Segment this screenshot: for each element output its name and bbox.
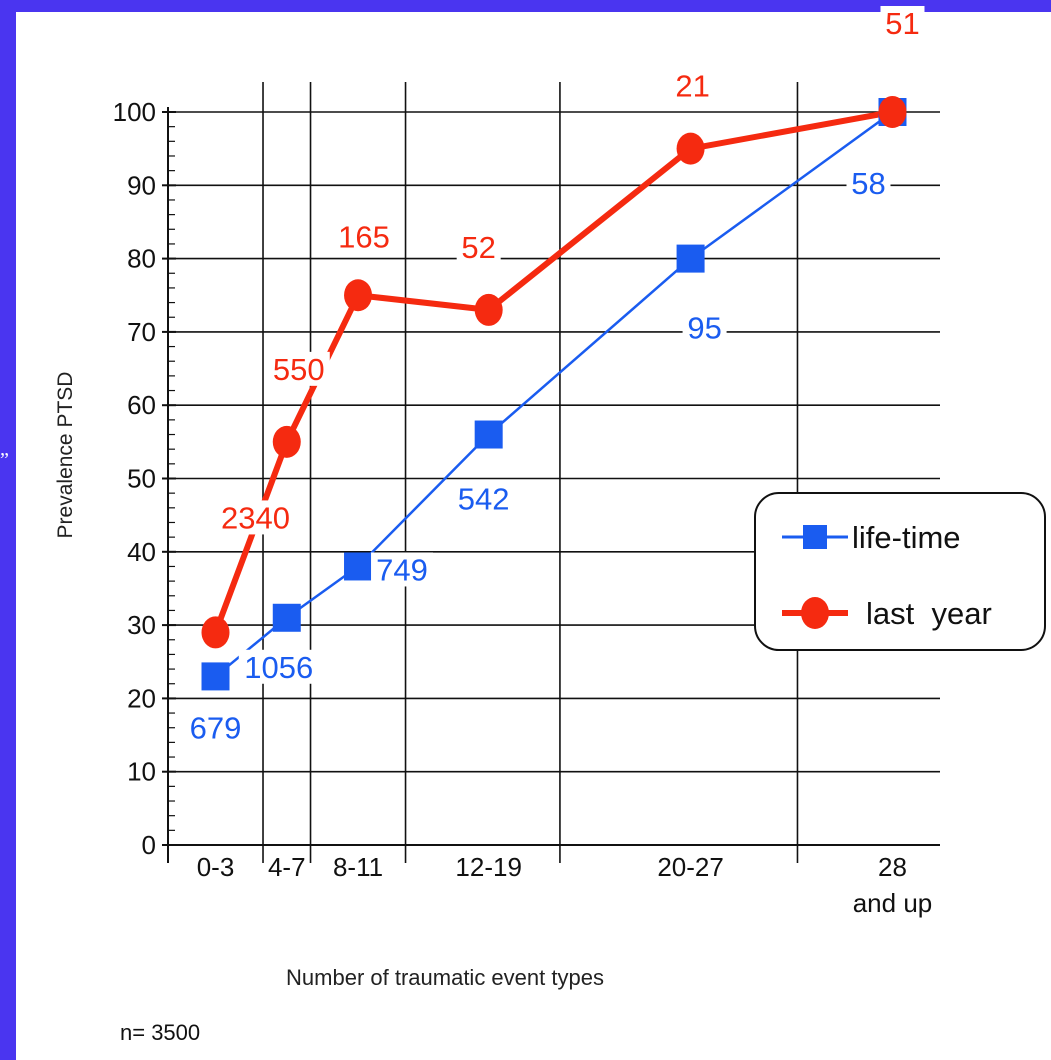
point-label-last-year-1: 550: [273, 352, 325, 387]
marker-life-time-1: [272, 603, 301, 632]
marker-life-time-4: [676, 244, 705, 273]
y-tick-label-20: 20: [127, 683, 156, 713]
y-tick-label-40: 40: [127, 537, 156, 567]
x-tick-label-4: 20-27: [657, 852, 724, 882]
marker-life-time-2: [344, 552, 373, 581]
marker-last-year-5: [878, 96, 907, 128]
legend: life-time last year: [754, 492, 1046, 651]
point-label-bg: [880, 6, 925, 40]
point-label-life-time-5: 58: [851, 166, 885, 201]
series-line-last-year: [212, 109, 894, 634]
point-label-last-year-5: 51: [885, 6, 919, 41]
marker-life-time-3: [474, 420, 503, 449]
marker-last-year-1: [272, 425, 301, 458]
point-label-bg: [452, 481, 515, 516]
point-label-bg: [267, 351, 330, 386]
point-label-life-time-3: 542: [458, 482, 510, 517]
marker-last-year-3: [474, 293, 503, 326]
point-label-life-time-0: 679: [190, 710, 242, 745]
x-tick-label-2: 8-11: [333, 852, 383, 882]
legend-label-life-time: life-time: [852, 520, 961, 555]
stray-quote-mark: ”: [0, 449, 9, 471]
point-label-last-year-0: 2340: [221, 500, 290, 535]
y-tick-label-0: 0: [142, 830, 156, 860]
point-label-life-time-1: 1056: [244, 650, 313, 685]
marker-last-year-4: [676, 132, 705, 165]
series: [201, 96, 907, 691]
point-label-bg: [184, 710, 247, 745]
point-label-life-time-2: 749: [376, 552, 428, 587]
legend-label-last-year: last year: [866, 596, 992, 631]
y-axis-label: Prevalence PTSD: [54, 372, 77, 539]
y-tick-label-60: 60: [127, 390, 156, 420]
point-label-bg: [682, 310, 727, 345]
x-tick-label-1: 4-7: [268, 852, 306, 882]
x-axis-label: Number of traumatic event types: [286, 965, 604, 990]
point-label-last-year-4: 21: [675, 69, 709, 104]
point-label-bg: [238, 649, 319, 684]
x-tick-label-3: 12-19: [455, 852, 522, 882]
marker-life-time-0: [201, 662, 230, 691]
y-tick-label-70: 70: [127, 317, 156, 347]
point-label-life-time-4: 95: [687, 311, 721, 346]
y-tick-label-50: 50: [127, 464, 156, 494]
point-label-bg: [846, 166, 891, 200]
axes: 0 10 20 30 40 50 60 70 80 90 100 0-3 4-7 8-11 12-19 20-…: [113, 97, 940, 918]
x-tick-label-0: 0-3: [197, 852, 235, 882]
marker-last-year-2: [344, 279, 373, 312]
y-tick-label-90: 90: [127, 170, 156, 200]
point-label-bg: [333, 219, 396, 254]
point-label-bg: [371, 552, 434, 587]
y-tick-label-100: 100: [113, 97, 156, 127]
y-tick-label-10: 10: [127, 757, 156, 787]
legend-marker-last-year: [801, 597, 829, 629]
point-label-last-year-3: 52: [461, 230, 495, 265]
point-label-bg: [215, 500, 296, 535]
y-tick-label-80: 80: [127, 244, 156, 274]
point-label-bg: [456, 229, 501, 264]
legend-marker-life-time: [803, 525, 827, 549]
point-label-bg: [670, 68, 715, 103]
grid: [168, 82, 940, 863]
marker-last-year-0: [201, 616, 230, 649]
sample-size-note: n= 3500: [120, 1020, 200, 1045]
point-label-last-year-2: 165: [338, 219, 390, 254]
y-tick-label-30: 30: [127, 610, 156, 640]
x-tick-label-5: 28 and up: [853, 852, 933, 918]
